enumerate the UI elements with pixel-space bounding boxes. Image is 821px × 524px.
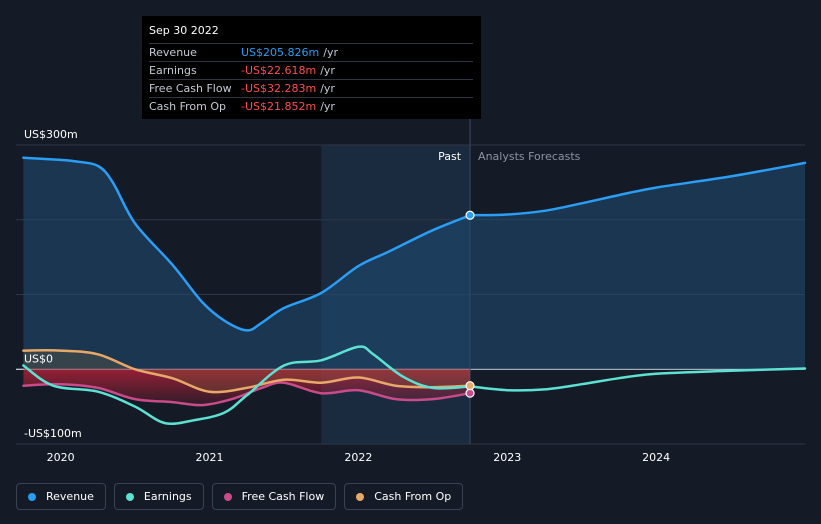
legend-item-fcf[interactable]: Free Cash Flow [211,483,337,510]
legend-item-revenue[interactable]: Revenue [16,483,106,510]
cfo-dot-icon [356,492,365,501]
revenue-area [23,157,805,370]
y-tick-label: -US$100m [24,427,82,440]
revenue-forecast-line [468,161,807,217]
tooltip-unit: /yr [320,64,335,77]
tooltip-unit: /yr [320,82,335,95]
tooltip-value: US$205.826m [241,46,320,59]
past-label: Past [438,150,462,163]
x-tick-label: 2021 [196,451,224,464]
y-tick-label: US$300m [24,128,78,141]
y-tick-label: US$0 [24,352,53,365]
chart-legend: Revenue Earnings Free Cash Flow Cash Fro… [16,483,464,510]
earnings-dot-icon [125,492,134,501]
tooltip-label: Revenue [149,46,197,59]
legend-label: Cash From Op [374,490,452,503]
revenue-dot-icon [28,492,36,501]
legend-item-earnings[interactable]: Earnings [113,483,204,510]
cfo-marker [465,381,475,391]
legend-label: Revenue [46,490,94,503]
legend-label: Free Cash Flow [241,490,325,503]
legend-item-cfo[interactable]: Cash From Op [344,483,464,510]
data-tooltip: Sep 30 2022 Revenue US$205.826m /yr Earn… [142,16,481,119]
tooltip-row-earnings: Earnings -US$22.618m /yr [149,61,473,79]
tooltip-row-fcf: Free Cash Flow -US$32.283m /yr [149,79,473,97]
forecast-label: Analysts Forecasts [478,150,581,163]
tooltip-unit: /yr [323,46,338,59]
x-tick-label: 2020 [47,451,75,464]
x-tick-label: 2024 [642,451,670,464]
x-tick-label: 2022 [344,451,372,464]
x-tick-label: 2023 [493,451,521,464]
legend-label: Earnings [143,490,192,503]
tooltip-value: -US$32.283m [241,82,317,95]
cfo-area [23,350,471,393]
cfo-line [22,349,472,394]
tooltip-unit: /yr [320,100,335,113]
tooltip-row-revenue: Revenue US$205.826m /yr [149,43,473,61]
earnings-forecast-line [468,367,807,392]
tooltip-label: Cash From Op [149,100,227,113]
earnings-line [22,345,472,426]
tooltip-row-cfo: Cash From Op -US$21.852m /yr [149,97,473,115]
fcf-dot-icon [223,492,232,501]
revenue-line [22,156,472,332]
revenue-marker [465,210,475,220]
tooltip-date: Sep 30 2022 [149,24,219,37]
tooltip-value: -US$21.852m [241,100,317,113]
tooltip-label: Free Cash Flow [149,82,232,95]
tooltip-value: -US$22.618m [241,64,317,77]
fcf-marker [465,388,475,398]
tooltip-label: Earnings [149,64,197,77]
